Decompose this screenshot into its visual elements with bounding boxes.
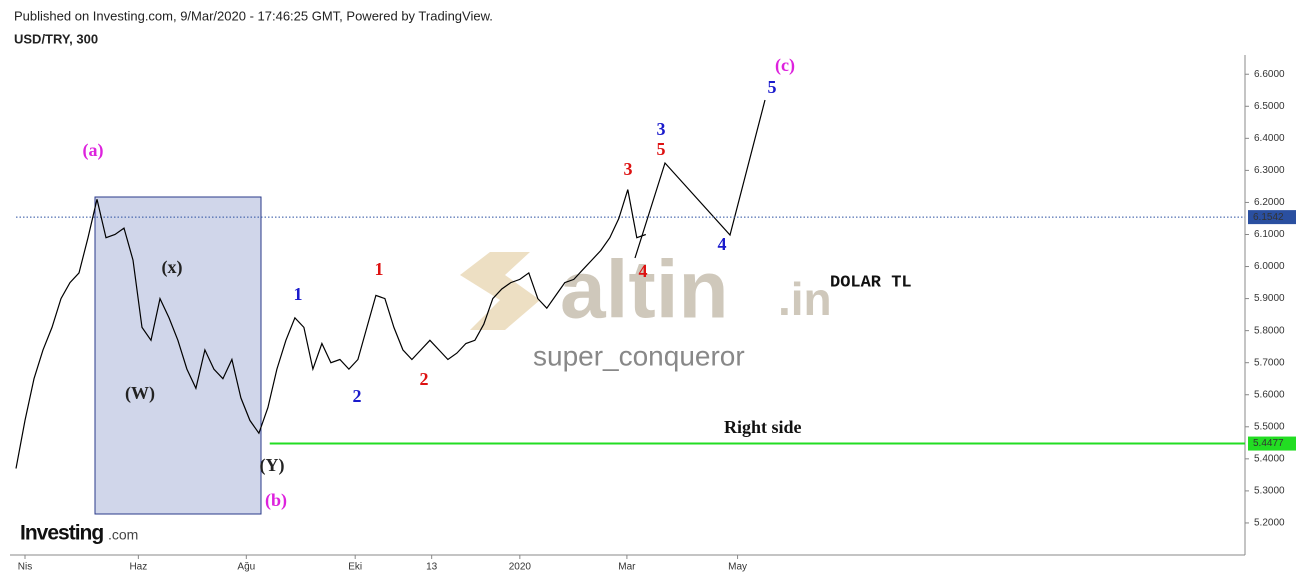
wave-label: (W) — [125, 383, 155, 404]
y-tick-label: 5.5000 — [1254, 421, 1285, 432]
wave-label: (b) — [265, 490, 287, 511]
y-tick-label: 5.8000 — [1254, 325, 1285, 336]
x-tick-label: Nis — [18, 562, 32, 573]
price-tag-label: 5.4477 — [1253, 438, 1284, 449]
header: Published on Investing.com, 9/Mar/2020 -… — [14, 8, 493, 23]
y-tick-label: 5.7000 — [1254, 357, 1285, 368]
wave-label: 1 — [294, 284, 303, 304]
y-tick-label: 5.6000 — [1254, 389, 1285, 400]
price-tag-label: 6.1542 — [1253, 212, 1284, 223]
y-tick-label: 5.9000 — [1254, 293, 1285, 304]
x-tick-label: Ağu — [237, 562, 255, 573]
wave-box — [94, 196, 262, 515]
x-tick-label: 2020 — [509, 562, 532, 573]
price-line — [15, 189, 647, 469]
x-tick-label: Eki — [348, 562, 362, 573]
wave-label: 3 — [657, 119, 666, 139]
y-tick-label: 6.4000 — [1254, 133, 1285, 144]
wave-label: 4 — [639, 261, 648, 281]
x-tick-label: 13 — [426, 562, 438, 573]
dolar-label: DOLAR TL — [830, 273, 912, 292]
watermark: altin .in super_conqueror — [460, 245, 832, 371]
price-tag — [1248, 436, 1296, 451]
logo-suffix: .com — [108, 527, 138, 543]
wave-label: 2 — [353, 386, 362, 406]
right-side-label: Right side — [724, 417, 802, 437]
price-tag — [1248, 210, 1296, 225]
wave-label: (Y) — [260, 455, 285, 476]
logo: Investing — [20, 522, 103, 545]
x-tick-label: Mar — [618, 562, 636, 573]
wave-label: (c) — [775, 55, 795, 76]
wave-label: 1 — [375, 259, 384, 279]
y-tick-label: 6.3000 — [1254, 165, 1285, 176]
wave-label: (a) — [83, 140, 104, 161]
wave-label: 4 — [718, 234, 727, 254]
watermark-suffix: .in — [778, 273, 832, 325]
x-tick-label: Haz — [129, 562, 147, 573]
wave-label: 5 — [768, 77, 777, 97]
x-tick-label: May — [728, 562, 747, 573]
chart-title: USD/TRY, 300 — [14, 31, 98, 46]
wave-label: (x) — [162, 257, 183, 278]
wave-label: 5 — [657, 139, 666, 159]
y-tick-label: 5.2000 — [1254, 518, 1285, 529]
annotations: (a) (x) (W) (Y) (b) 1 2 1 2 3 4 3 5 4 5 … — [83, 55, 795, 511]
y-tick-label: 6.2000 — [1254, 197, 1285, 208]
y-tick-label: 6.1000 — [1254, 229, 1285, 240]
author: super_conqueror — [533, 340, 745, 371]
projection-line — [634, 99, 766, 259]
watermark-text: altin — [560, 245, 729, 336]
wave-label: 3 — [624, 159, 633, 179]
y-tick-label: 6.0000 — [1254, 261, 1285, 272]
y-tick-label: 6.6000 — [1254, 69, 1285, 80]
y-tick-label: 6.5000 — [1254, 101, 1285, 112]
wave-label: 2 — [420, 369, 429, 389]
y-tick-label: 5.4000 — [1254, 453, 1285, 464]
y-tick-label: 5.3000 — [1254, 486, 1285, 497]
